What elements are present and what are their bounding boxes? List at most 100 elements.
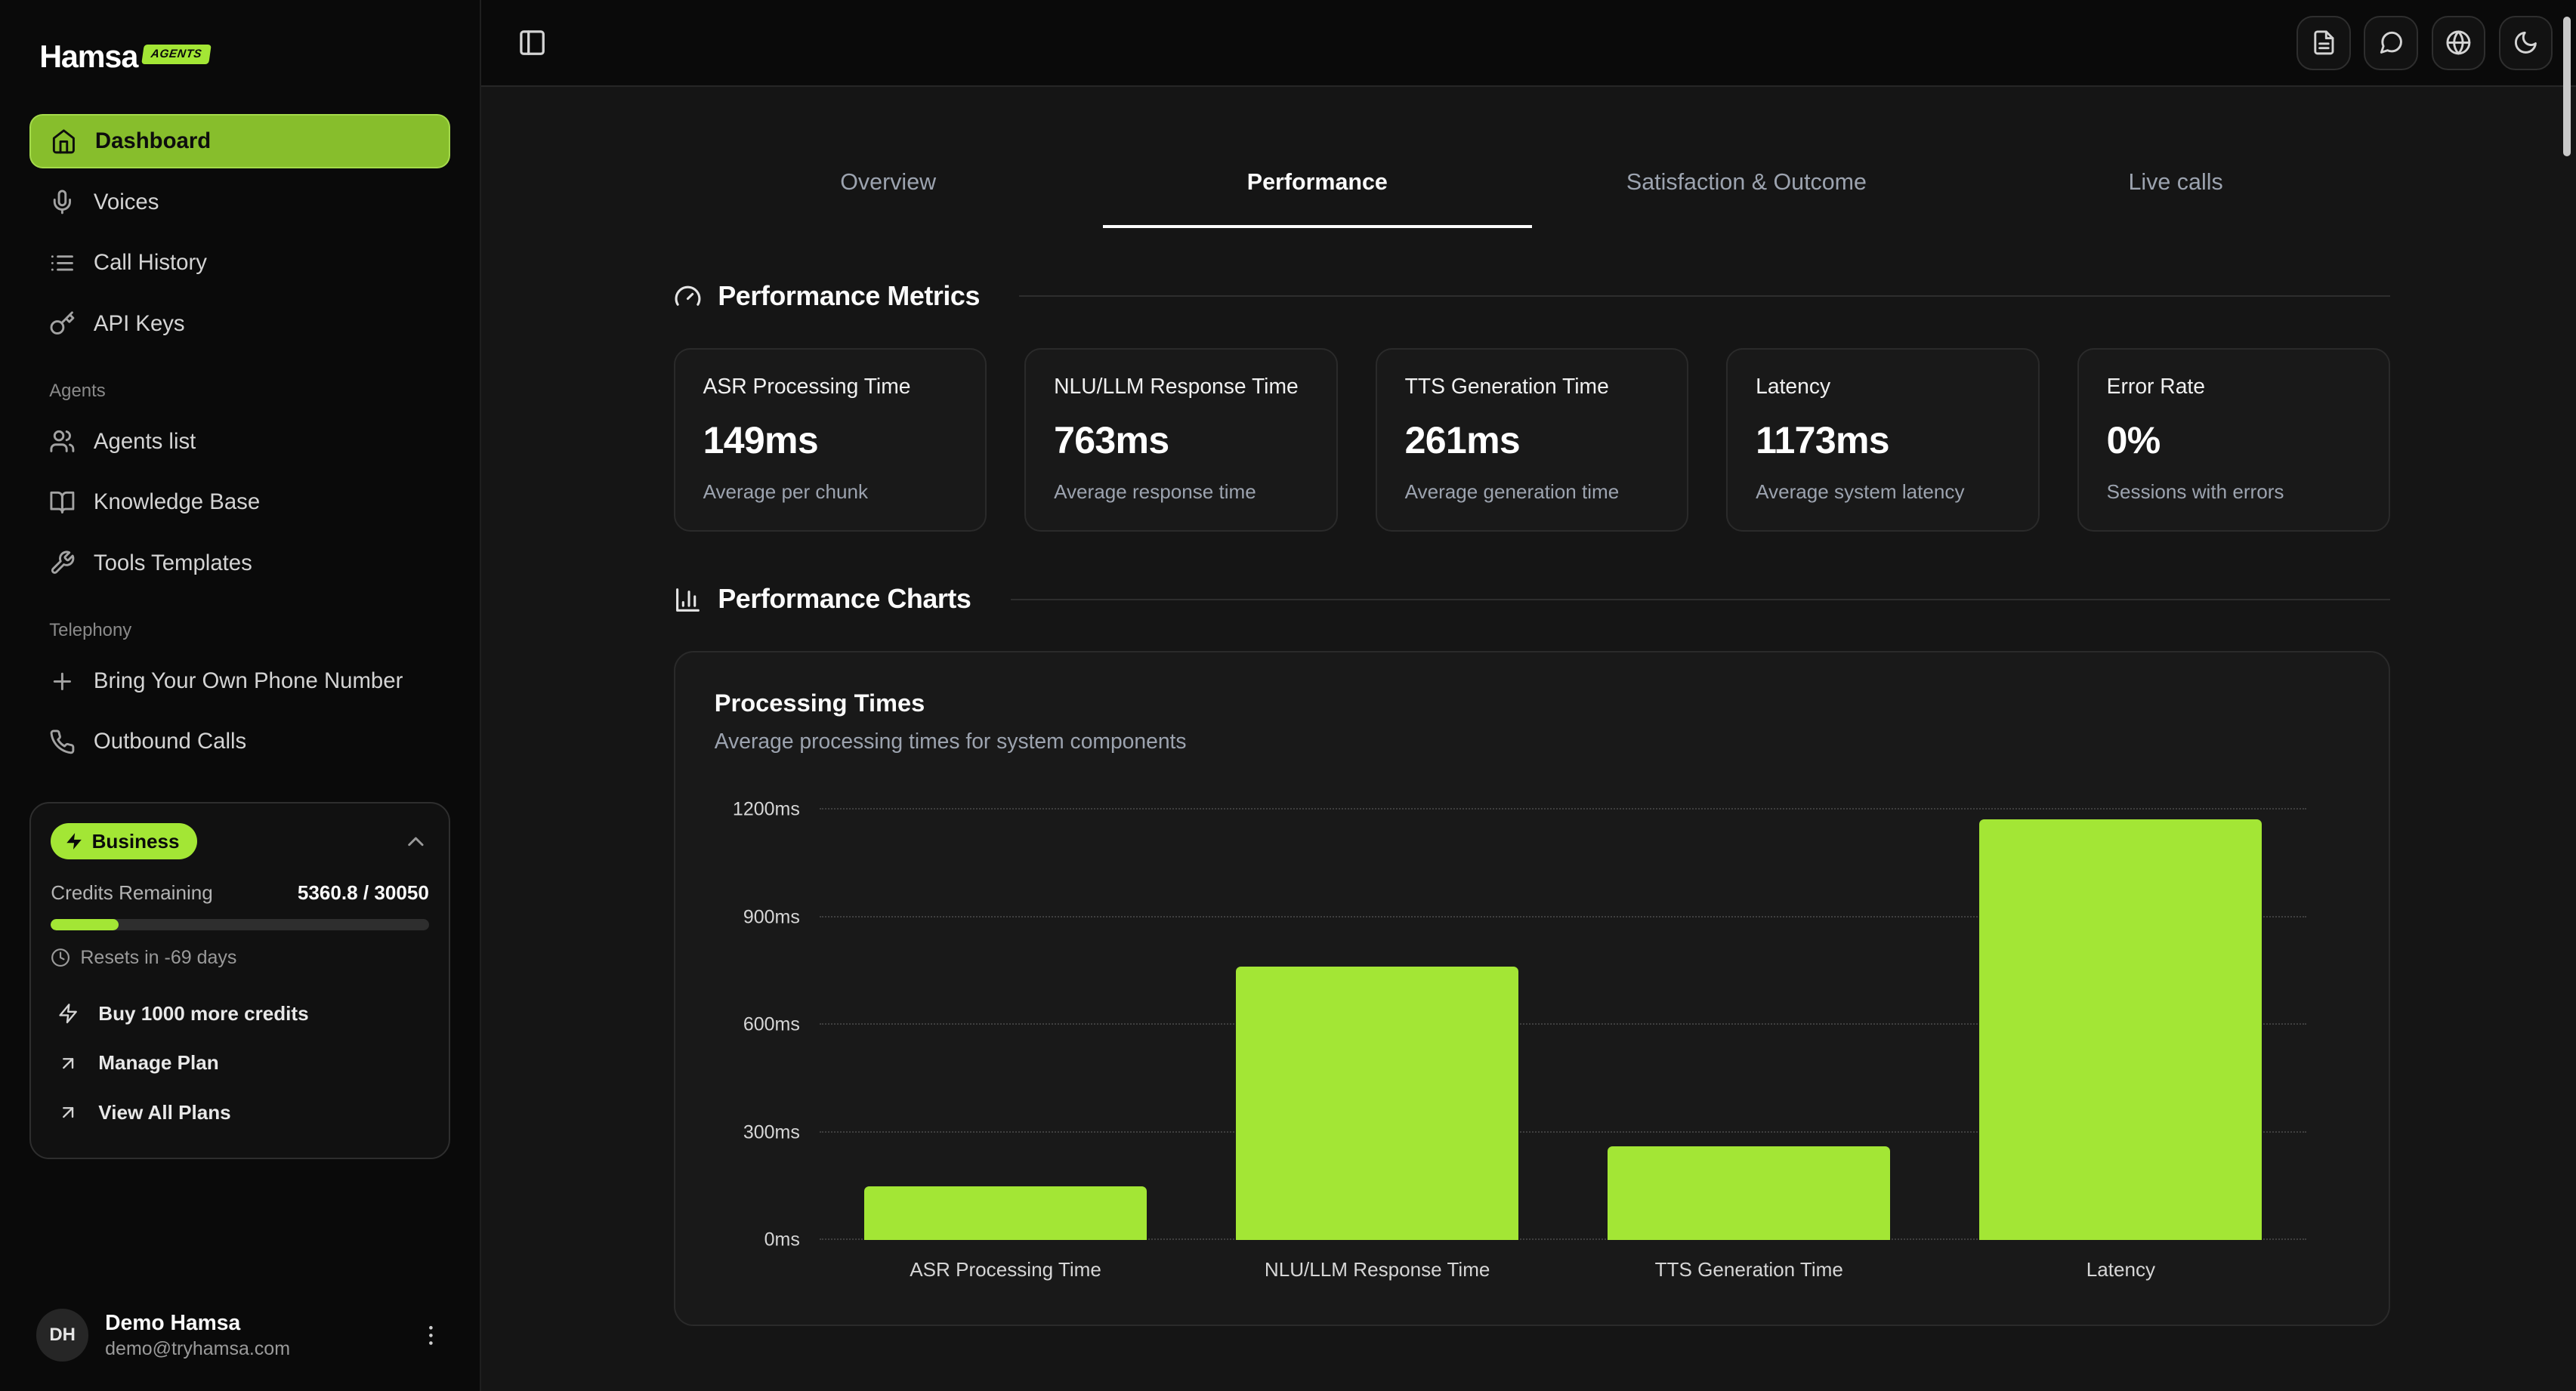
x-tick-label: TTS Generation Time [1654, 1257, 1843, 1281]
metric-card-error-rate: Error Rate 0% Sessions with errors [2077, 347, 2391, 532]
mic-icon [49, 189, 76, 215]
section-title: Performance Metrics [718, 280, 980, 311]
y-tick-label: 600ms [743, 1013, 800, 1035]
section-title: Performance Charts [718, 584, 971, 615]
arrow-up-right-icon [57, 1053, 79, 1074]
metric-caption: Average per chunk [703, 480, 869, 504]
metric-title: Latency [1756, 374, 1831, 399]
performance-charts-heading: Performance Charts [674, 584, 2391, 615]
metric-value: 763ms [1054, 419, 1169, 462]
sidebar: Hamsa AGENTS Dashboard Voices Call Histo… [0, 0, 482, 1391]
topbar-actions [2296, 15, 2553, 70]
y-tick-label: 900ms [743, 906, 800, 928]
chat-bubble-icon [2378, 29, 2405, 56]
tab-overview[interactable]: Overview [674, 153, 1103, 228]
sidebar-item-voices[interactable]: Voices [29, 175, 450, 230]
plan-badge[interactable]: Business [51, 822, 198, 860]
moon-icon [2513, 29, 2539, 56]
brand-badge: AGENTS [141, 44, 212, 64]
tab-live-calls[interactable]: Live calls [1961, 153, 2390, 228]
bar-tts-generation-time [1608, 1146, 1891, 1241]
user-email: demo@tryhamsa.com [105, 1338, 291, 1360]
bar-chart: 0ms 300ms 600ms 900ms 1200ms [715, 799, 2349, 1251]
user-row[interactable]: DH Demo Hamsa demo@tryhamsa.com [29, 1299, 450, 1362]
wrench-icon [49, 550, 76, 576]
sidebar-toggle-button[interactable] [511, 21, 554, 64]
metric-card-latency: Latency 1173ms Average system latency [1726, 347, 2040, 532]
gridline [819, 915, 2307, 918]
sidebar-item-byo-phone-number[interactable]: Bring Your Own Phone Number [29, 654, 450, 708]
heading-rule [1019, 295, 2391, 298]
phone-icon [49, 729, 76, 755]
sidebar-item-label: Dashboard [94, 128, 212, 154]
sidebar-nav-telephony: Bring Your Own Phone Number Outbound Cal… [29, 654, 450, 769]
sidebar-item-api-keys[interactable]: API Keys [29, 297, 450, 351]
y-tick-label: 0ms [764, 1229, 800, 1251]
heading-rule [1010, 598, 2391, 601]
tab-performance[interactable]: Performance [1102, 153, 1532, 229]
sidebar-item-label: Bring Your Own Phone Number [93, 668, 403, 693]
sidebar-item-outbound-calls[interactable]: Outbound Calls [29, 715, 450, 770]
language-button[interactable] [2431, 15, 2486, 70]
manage-plan-button[interactable]: Manage Plan [51, 1038, 429, 1088]
sidebar-item-knowledge-base[interactable]: Knowledge Base [29, 475, 450, 529]
key-icon [49, 310, 76, 337]
plan-actions: Buy 1000 more credits Manage Plan View A… [51, 989, 429, 1137]
metric-value: 261ms [1404, 419, 1521, 462]
x-tick-label: ASR Processing Time [910, 1257, 1101, 1281]
bar-latency [1979, 819, 2262, 1241]
arrow-up-right-icon [57, 1102, 79, 1123]
credits-value: 5360.8 / 30050 [297, 881, 429, 904]
sidebar-item-label: Knowledge Base [93, 489, 261, 515]
x-tick-label: Latency [2086, 1257, 2156, 1281]
theme-toggle-button[interactable] [2498, 15, 2553, 70]
plan-collapse-button[interactable] [403, 828, 429, 855]
bar-column [820, 810, 1191, 1241]
metric-value: 149ms [703, 419, 819, 462]
chart-title: Processing Times [714, 689, 925, 717]
sidebar-item-tools-templates[interactable]: Tools Templates [29, 536, 450, 591]
view-all-plans-button[interactable]: View All Plans [51, 1088, 429, 1138]
chart-y-axis: 0ms 300ms 600ms 900ms 1200ms [715, 799, 820, 1251]
user-menu-button[interactable] [418, 1322, 444, 1349]
credits-progress [51, 919, 429, 931]
sidebar-item-agents-list[interactable]: Agents list [29, 415, 450, 469]
plan-card: Business Credits Remaining 5360.8 / 3005… [29, 801, 451, 1159]
metric-caption: Average response time [1054, 480, 1256, 504]
sidebar-item-label: Outbound Calls [93, 729, 247, 754]
tab-satisfaction-outcome[interactable]: Satisfaction & Outcome [1532, 153, 1961, 228]
view-all-plans-label: View All Plans [98, 1101, 231, 1124]
metric-title: Error Rate [2106, 374, 2206, 399]
gridline [819, 808, 2307, 810]
feedback-button[interactable] [2364, 15, 2419, 70]
docs-button[interactable] [2296, 15, 2352, 70]
chart-x-axis: ASR Processing Time NLU/LLM Response Time… [820, 1258, 2307, 1282]
file-text-icon [2311, 29, 2337, 56]
sidebar-section-agents: Agents [49, 380, 106, 401]
scrollbar-thumb[interactable] [2562, 16, 2571, 156]
metric-value: 1173ms [1756, 419, 1889, 462]
x-tick-label: NLU/LLM Response Time [1264, 1257, 1490, 1281]
sidebar-item-label: Tools Templates [93, 550, 252, 575]
manage-plan-label: Manage Plan [98, 1051, 219, 1075]
processing-times-chart-card: Processing Times Average processing time… [673, 651, 2391, 1326]
sidebar-item-call-history[interactable]: Call History [29, 236, 450, 290]
sidebar-section-telephony: Telephony [49, 619, 132, 640]
brand-logo: Hamsa AGENTS [39, 39, 450, 75]
metric-caption: Average system latency [1756, 480, 1965, 504]
plan-badge-label: Business [91, 829, 180, 853]
sidebar-item-label: Voices [93, 189, 159, 214]
buy-credits-button[interactable]: Buy 1000 more credits [51, 989, 429, 1038]
metric-card-asr: ASR Processing Time 149ms Average per ch… [673, 347, 987, 532]
credits-resets: Resets in -69 days [51, 947, 429, 969]
users-icon [49, 428, 76, 455]
tab-bar: Overview Performance Satisfaction & Outc… [674, 153, 2391, 229]
topbar [481, 0, 2576, 88]
sidebar-nav-agents: Agents list Knowledge Base Tools Templat… [29, 415, 450, 591]
bar-column [1191, 810, 1563, 1241]
credits-label: Credits Remaining [51, 881, 213, 904]
sidebar-item-dashboard[interactable]: Dashboard [29, 114, 451, 169]
avatar: DH [36, 1309, 89, 1362]
list-icon [49, 250, 76, 276]
